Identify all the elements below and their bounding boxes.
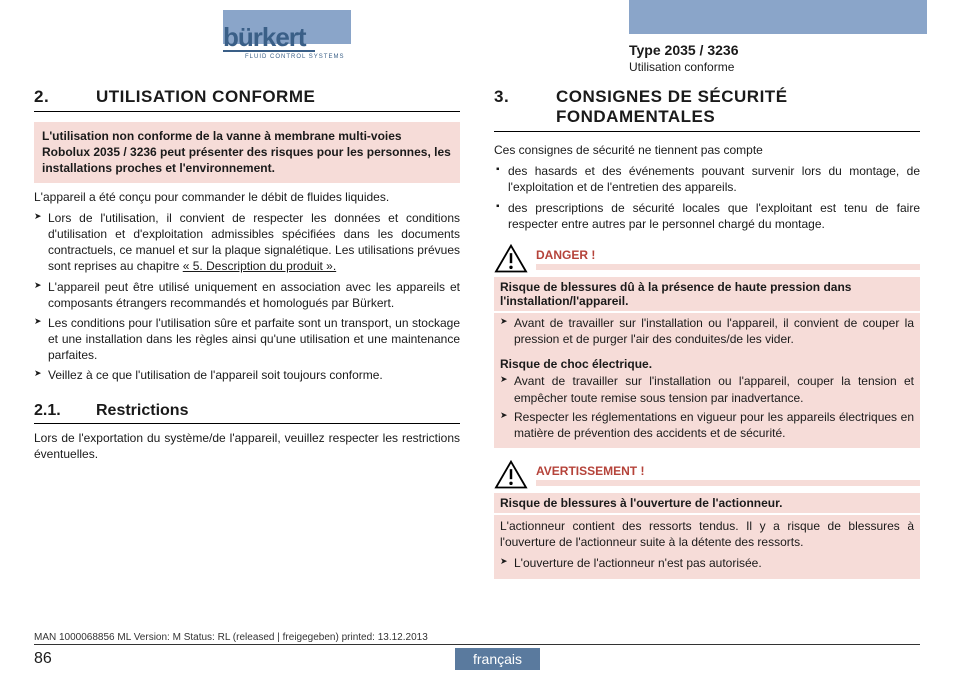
warning-subtitle: Risque de blessures à l'ouverture de l'a…: [494, 493, 920, 513]
left-column: 2. UTILISATION CONFORME L'utilisation no…: [34, 87, 460, 579]
danger-triangle-icon: [494, 244, 528, 274]
danger-list-1: Avant de travailler sur l'installation o…: [494, 313, 920, 354]
restrictions-body: Lors de l'exportation du système/de l'ap…: [34, 430, 460, 462]
section-number: 2.: [34, 87, 96, 107]
logo-tagline: FLUID CONTROL SYSTEMS: [245, 54, 344, 60]
warning-bar: [536, 480, 920, 486]
warning-triangle-icon: [494, 460, 528, 490]
section-label: Utilisation conforme: [629, 60, 954, 74]
danger-label: DANGER !: [536, 248, 920, 262]
brand-logo: bürkert FLUID CONTROL SYSTEMS: [223, 24, 477, 60]
page-footer: MAN 1000068856 ML Version: M Status: RL …: [0, 632, 954, 673]
danger-subtitle-2: Risque de choc électrique.: [494, 354, 920, 371]
danger-subtitle-1: Risque de blessures dû à la présence de …: [494, 277, 920, 311]
warning-header: AVERTISSEMENT !: [494, 460, 920, 490]
list-item: L'ouverture de l'actionneur n'est pas au…: [500, 555, 914, 571]
section-number: 3.: [494, 87, 556, 127]
header-right: Type 2035 / 3236 Utilisation conforme: [477, 0, 954, 75]
footer-row: 86 français: [34, 645, 920, 673]
tab-marker-right: [629, 0, 927, 34]
list-item: Veillez à ce que l'utilisation de l'appa…: [34, 367, 460, 383]
list-item: L'appareil peut être utilisé uniquement …: [34, 279, 460, 311]
warning-list: L'ouverture de l'actionneur n'est pas au…: [494, 553, 920, 578]
danger-block: DANGER ! Risque de blessures dû à la pré…: [494, 244, 920, 448]
right-column: 3. CONSIGNES DE SÉCURITÉ FONDAMENTALES C…: [494, 87, 920, 579]
intro-paragraph: L'appareil a été conçu pour commander le…: [34, 189, 460, 205]
list-item: des hasards et des événements pouvant su…: [494, 163, 920, 195]
list-item: Respecter les réglementations en vigueur…: [500, 409, 914, 441]
safety-list: des hasards et des événements pouvant su…: [494, 163, 920, 232]
usage-list: Lors de l'utilisation, il convient de re…: [34, 210, 460, 384]
content-area: 2. UTILISATION CONFORME L'utilisation no…: [0, 75, 954, 579]
danger-header: DANGER !: [494, 244, 920, 274]
subsection-2-1: 2.1. Restrictions: [34, 402, 460, 424]
danger-bar: [536, 264, 920, 270]
section-text: UTILISATION CONFORME: [96, 87, 460, 107]
warning-label-wrap: AVERTISSEMENT !: [536, 464, 920, 486]
list-item: des prescriptions de sécurité locales qu…: [494, 200, 920, 232]
list-item: Les conditions pour l'utilisation sûre e…: [34, 315, 460, 364]
header-info: Type 2035 / 3236 Utilisation conforme: [629, 42, 954, 74]
danger-list-2: Avant de travailler sur l'installation o…: [494, 371, 920, 448]
language-badge: français: [455, 648, 540, 670]
section-text: CONSIGNES DE SÉCURITÉ FONDAMENTALES: [556, 87, 920, 127]
page-header: bürkert FLUID CONTROL SYSTEMS Type 2035 …: [0, 0, 954, 75]
chapter-link[interactable]: « 5. Description du produit ».: [183, 259, 336, 273]
subsection-text: Restrictions: [96, 402, 188, 420]
page-number: 86: [34, 650, 477, 668]
warning-callout: L'utilisation non conforme de la vanne à…: [34, 122, 460, 183]
section-2-title: 2. UTILISATION CONFORME: [34, 87, 460, 112]
danger-label-wrap: DANGER !: [536, 248, 920, 270]
list-item: Lors de l'utilisation, il convient de re…: [34, 210, 460, 275]
warning-body: L'actionneur contient des ressorts tendu…: [494, 515, 920, 553]
footer-metadata: MAN 1000068856 ML Version: M Status: RL …: [34, 632, 920, 645]
product-type: Type 2035 / 3236: [629, 42, 954, 58]
header-left: bürkert FLUID CONTROL SYSTEMS: [0, 0, 477, 75]
list-item: Avant de travailler sur l'installation o…: [500, 315, 914, 347]
subsection-number: 2.1.: [34, 402, 96, 420]
warning-label: AVERTISSEMENT !: [536, 464, 920, 478]
warning-block: AVERTISSEMENT ! Risque de blessures à l'…: [494, 460, 920, 579]
list-item: Avant de travailler sur l'installation o…: [500, 373, 914, 405]
logo-text: bürkert: [223, 24, 306, 50]
section-3-title: 3. CONSIGNES DE SÉCURITÉ FONDAMENTALES: [494, 87, 920, 132]
safety-intro: Ces consignes de sécurité ne tiennent pa…: [494, 142, 920, 158]
